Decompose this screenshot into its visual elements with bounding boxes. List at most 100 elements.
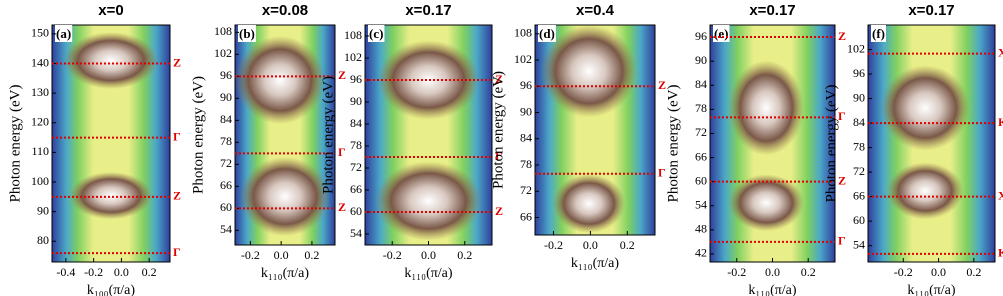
intensity-blob [375,161,482,241]
symmetry-label: Z [338,200,346,214]
panel-label-box [713,24,730,42]
symmetry-label: Z [495,204,503,218]
y-tick-label: 78 [695,101,707,115]
y-tick-label: 90 [695,53,707,67]
y-tick-label: 66 [350,182,362,196]
y-tick-label: 90 [37,203,49,217]
symmetry-label: Γ [838,109,846,123]
panel-title: x=0 [98,2,123,19]
y-tick-label: 54 [350,226,362,240]
symmetry-label: X [998,45,1003,59]
symmetry-label: Γ [495,149,503,163]
y-tick-label: 96 [695,29,707,43]
panel-title: x=0.17 [749,2,795,19]
y-tick-label: 78 [520,157,532,171]
x-tick-label: 0.2 [142,265,157,279]
y-tick-label: 84 [220,112,232,126]
y-tick-label: 66 [520,209,532,223]
frame [234,24,336,246]
y-tick-label: 108 [344,28,362,42]
symmetry-label: K [998,115,1003,129]
y-tick-label: 90 [520,104,532,118]
y-tick-label: 54 [853,237,865,251]
y-tick-label: 60 [853,213,865,227]
y-tick-label: 84 [350,116,362,130]
symmetry-label: X [998,188,1003,202]
symmetry-label: Z [338,68,346,82]
x-axis-label: k₁₁₀(π/a) [261,266,309,281]
x-tick-label: -0.2 [84,265,103,279]
intensity-blob [728,60,804,156]
x-tick-label: 0.2 [620,238,635,252]
y-tick-label: 90 [853,90,865,104]
y-tick-label: 96 [520,78,532,92]
panel-label: (a) [56,26,71,41]
intensity-blob [880,65,970,151]
y-tick-label: 84 [695,77,707,91]
y-tick-label: 90 [220,90,232,104]
y-tick-label: 54 [695,198,707,212]
y-tick-label: 102 [847,41,865,55]
y-tick-label: 72 [520,183,532,197]
x-tick-label: 0.0 [931,265,946,279]
y-tick-label: 60 [695,173,707,187]
intensity-blob [887,162,964,220]
y-tick-label: 48 [695,222,707,236]
symmetry-label: Γ [173,245,181,259]
frame [867,24,996,263]
symmetry-label: K [998,246,1003,260]
y-tick-label: 66 [695,149,707,163]
y-tick-label: 102 [344,50,362,64]
x-tick-label: -0.2 [544,238,563,252]
symmetry-label: Z [838,173,846,187]
symmetry-label: Z [658,78,666,92]
intensity-blob [69,171,153,220]
intensity-blob [235,36,325,124]
y-axis-label: Photon energy (eV) [665,84,681,202]
symmetry-label: Z [173,55,181,69]
x-tick-label: 0.0 [583,238,598,252]
intensity-blob [377,40,480,120]
x-tick-label: -0.2 [241,248,260,262]
intensity-blob [728,174,804,232]
panel-label-box [538,24,556,42]
intensity-blob [541,24,637,118]
y-tick-label: 110 [31,144,49,158]
panel-label: (c) [369,26,383,41]
y-tick-label: 72 [695,125,707,139]
x-tick-label: -0.2 [383,248,402,262]
y-tick-label: 66 [220,178,232,192]
y-tick-label: 84 [853,115,865,129]
y-tick-label: 72 [853,164,865,178]
frame [534,24,656,236]
y-tick-label: 108 [214,24,232,38]
y-tick-label: 78 [350,138,362,152]
panel-label-box [238,24,256,42]
symmetry-label: Γ [173,129,181,143]
y-tick-label: 96 [853,66,865,80]
intensity-blob [63,32,159,89]
y-tick-label: 100 [31,174,49,188]
x-tick-label: 0.2 [966,265,981,279]
panel-label: (d) [539,26,555,41]
intensity-blob [240,157,330,237]
symmetry-label: Γ [838,234,846,248]
y-tick-label: 72 [220,156,232,170]
y-tick-label: 78 [853,139,865,153]
y-tick-label: 90 [350,94,362,108]
panel-label: (f) [872,26,885,41]
x-axis-label: k₁₁₀(π/a) [571,256,619,271]
x-axis-label: k₁₁₀(π/a) [748,283,796,296]
symmetry-label: Γ [338,145,346,159]
panel-label-box [871,24,886,42]
x-tick-label: -0.4 [56,265,75,279]
x-axis-label: k₁₀₀(π/a) [87,283,135,296]
x-tick-label: 0.0 [114,265,129,279]
symmetry-label: Z [838,29,846,43]
y-tick-label: 54 [220,222,232,236]
x-axis-label: k₁₁₀(π/a) [907,283,955,296]
y-tick-label: 102 [214,46,232,60]
symmetry-label: Z [173,189,181,203]
panel-label: (b) [239,26,255,41]
